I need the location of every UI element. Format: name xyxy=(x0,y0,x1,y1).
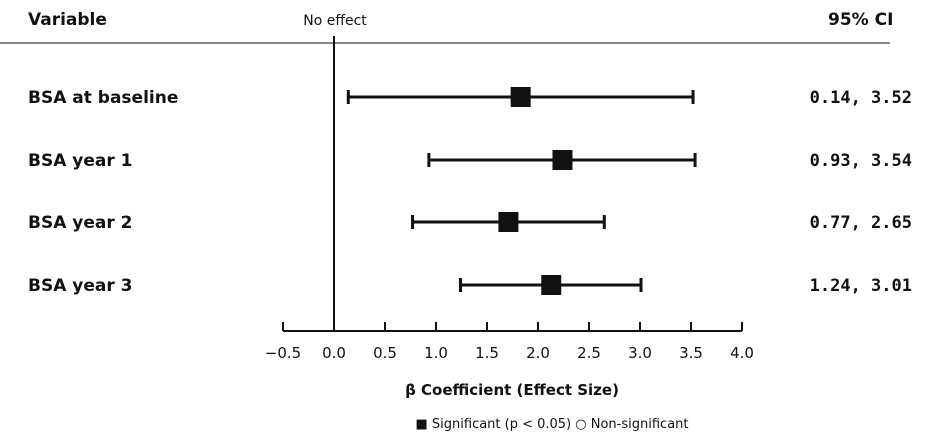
x-tick-label: 1.0 xyxy=(424,344,448,362)
x-tick-label: 4.0 xyxy=(730,344,754,362)
no-effect-label: No effect xyxy=(303,13,367,29)
row-label: BSA year 2 xyxy=(28,213,133,233)
ci-text: 0.14, 3.52 xyxy=(810,88,912,108)
forest-row: BSA year 2 0.77, 2.65 xyxy=(28,212,912,233)
forest-row: BSA at baseline 0.14, 3.52 xyxy=(28,87,912,108)
ci-text: 0.93, 3.54 xyxy=(810,151,912,171)
x-axis-label: β Coefficient (Effect Size) xyxy=(405,381,619,399)
x-tick-label: 3.5 xyxy=(679,344,703,362)
legend: ■ Significant (p < 0.05) ○ Non-significa… xyxy=(416,417,689,432)
forest-row: BSA year 3 1.24, 3.01 xyxy=(28,275,912,296)
x-tick-label: 3.0 xyxy=(628,344,652,362)
estimate-marker xyxy=(510,87,531,107)
ci-text: 0.77, 2.65 xyxy=(810,213,912,233)
ci-text: 1.24, 3.01 xyxy=(810,276,912,296)
x-tick-label: 2.5 xyxy=(577,344,601,362)
row-label: BSA at baseline xyxy=(28,88,178,108)
row-label: BSA year 1 xyxy=(28,151,133,171)
x-tick-label: 0.5 xyxy=(373,344,397,362)
estimate-marker xyxy=(541,275,562,295)
forest-row: BSA year 1 0.93, 3.54 xyxy=(28,150,912,171)
variable-header: Variable xyxy=(28,10,107,30)
row-label: BSA year 3 xyxy=(28,276,133,296)
x-tick-label: 1.5 xyxy=(475,344,499,362)
estimate-marker xyxy=(552,150,573,170)
x-tick-label: 2.0 xyxy=(526,344,550,362)
x-tick-label: −0.5 xyxy=(265,344,301,362)
estimate-marker xyxy=(498,212,519,232)
ci-header: 95% CI xyxy=(828,10,893,30)
x-tick-label: 0.0 xyxy=(322,344,346,362)
